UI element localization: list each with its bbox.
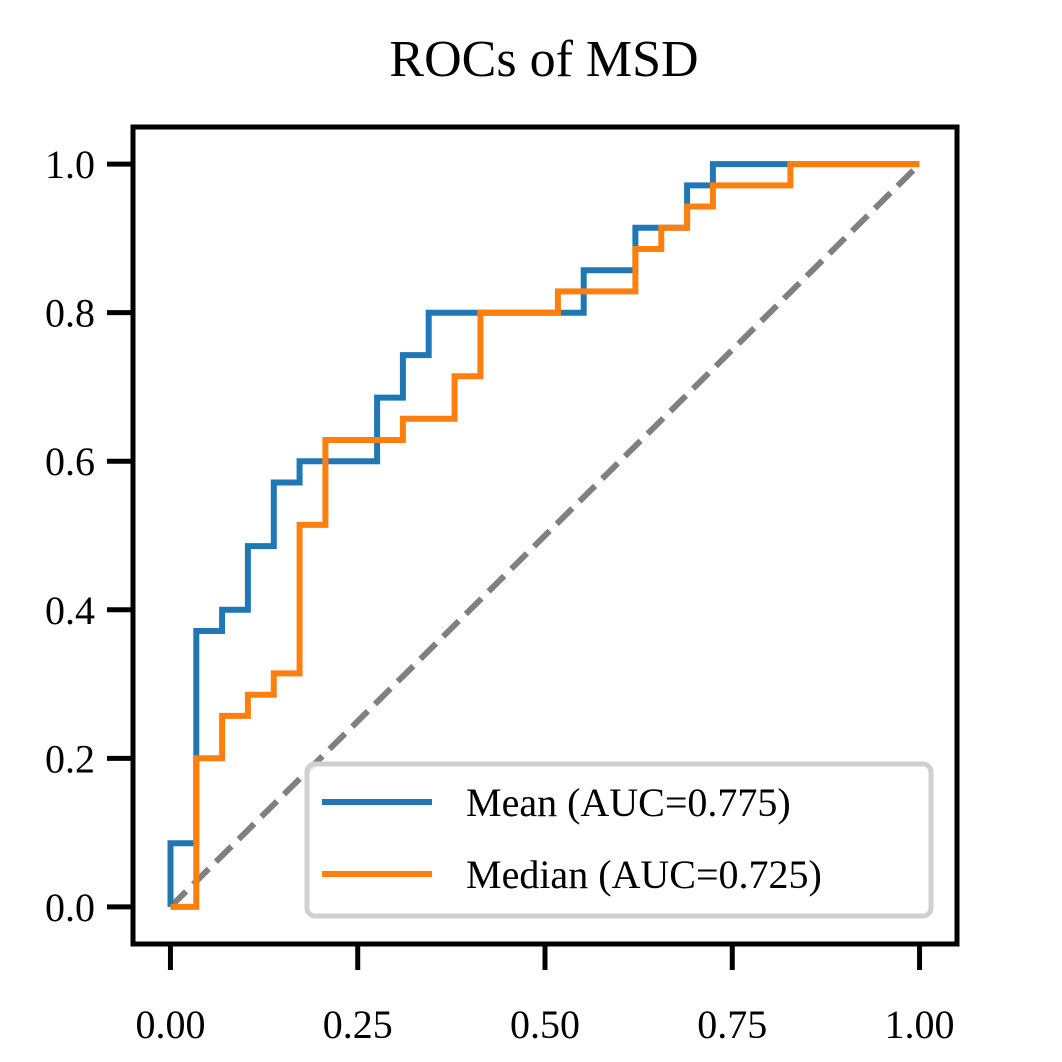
median-roc-line [170, 161, 920, 910]
y-tick-label: 0.4 [45, 588, 95, 633]
x-tick-label: 0.25 [323, 1002, 393, 1047]
y-tick-label: 0.0 [45, 885, 95, 930]
axes: 0.00 0.25 0.50 0.75 1.00 0.0 0.2 0.4 0.6 0.8 1.0 [45, 124, 960, 1047]
legend-box [304, 761, 934, 919]
y-tick-label: 0.2 [45, 736, 95, 781]
legend-label-median: Median (AUC=0.725) [466, 852, 822, 897]
reference-diagonal-line [168, 162, 922, 909]
x-tick-label: 1.00 [885, 1002, 955, 1047]
plot-area [167, 161, 922, 910]
x-tick-label: 0.75 [697, 1002, 767, 1047]
y-tick-label: 1.0 [45, 142, 95, 187]
chart-title: ROCs of MSD [389, 31, 698, 88]
x-tick-label: 0.50 [510, 1002, 580, 1047]
x-tick-label: 0.00 [135, 1002, 205, 1047]
legend: Mean (AUC=0.775) Median (AUC=0.725) [304, 761, 934, 919]
y-tick-label: 0.6 [45, 439, 95, 484]
legend-label-mean: Mean (AUC=0.775) [466, 780, 791, 825]
y-tick-label: 0.8 [45, 291, 95, 336]
